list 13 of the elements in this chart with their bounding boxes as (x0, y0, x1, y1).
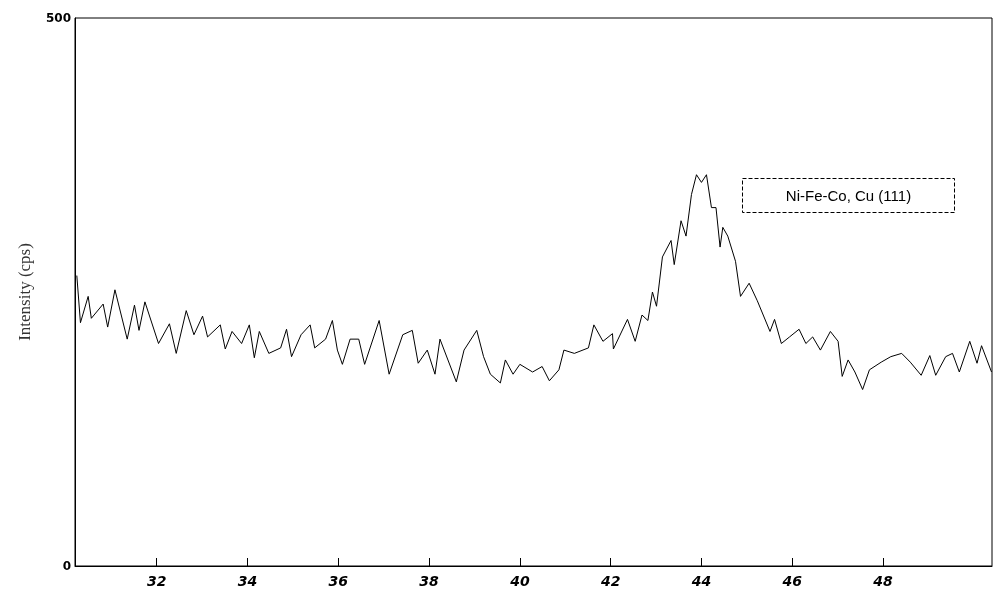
x-tick-label: 38 (419, 573, 440, 589)
y-tick-label: 500 (45, 11, 71, 25)
x-tick-label: 32 (146, 573, 167, 589)
x-tick-label: 36 (328, 573, 349, 589)
annotation: Ni-Fe-Co, Cu (111) (785, 187, 912, 204)
x-tick-label: 48 (872, 573, 894, 589)
y-axis-title: Intensity (cps) (15, 243, 34, 341)
x-tick-label: 40 (509, 573, 530, 589)
x-tick-label: 46 (781, 573, 803, 589)
y-tick-label: 0 (62, 559, 71, 573)
x-tick-label: 42 (599, 573, 621, 589)
x-tick-label: 34 (237, 573, 258, 589)
x-tick-label: 44 (690, 573, 712, 589)
